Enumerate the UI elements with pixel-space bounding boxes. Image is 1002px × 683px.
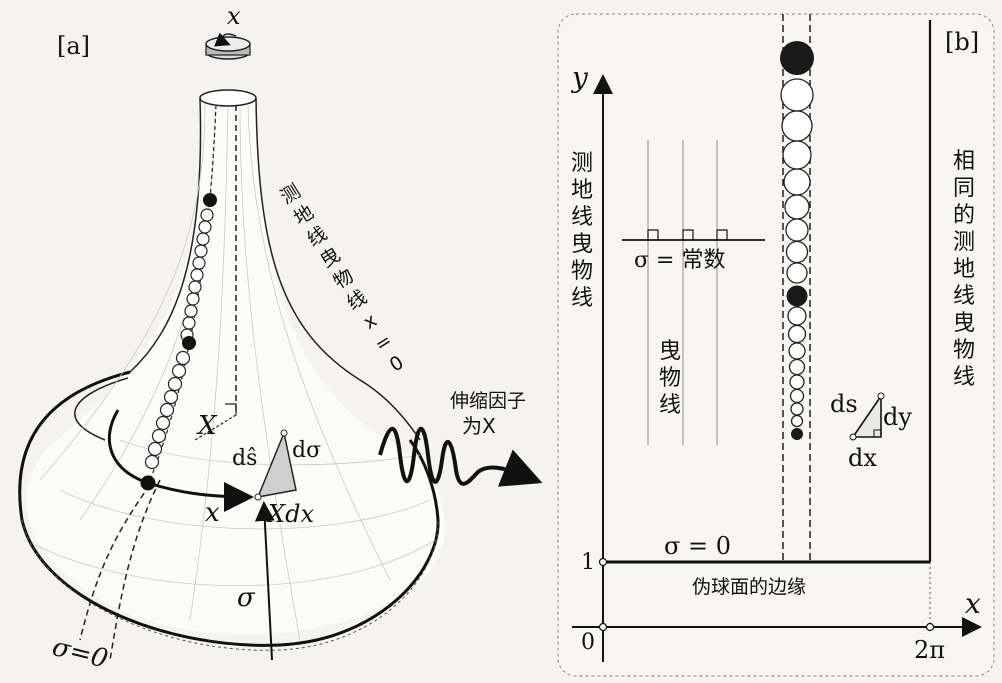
tick-two-pi: 2π	[914, 636, 946, 664]
sigma-const-label: σ = 常数	[634, 248, 726, 273]
sigma-arrow	[254, 501, 275, 661]
left-silhouette	[129, 97, 202, 373]
sigma-label: σ	[237, 583, 255, 613]
right-silhouette	[255, 97, 421, 441]
panel-a-label: [a]	[57, 32, 91, 60]
sigma-zero-label-b: σ = 0	[664, 532, 732, 560]
geodesic-circle-chain	[144, 208, 214, 470]
tick-one: 1	[581, 550, 595, 575]
scale-factor-label-2: 为X	[462, 414, 496, 438]
panel-b-label: [b]	[945, 28, 980, 56]
strip-circle-chain	[780, 78, 814, 428]
top-cap	[199, 89, 257, 107]
panel-b-frame	[557, 13, 995, 677]
pseudosphere	[18, 32, 446, 661]
infinitesimal-triangle-b	[849, 392, 885, 441]
ds-label-b: ds	[830, 390, 858, 418]
Xdx-label: Xdx	[268, 500, 314, 528]
infinitesimal-triangle-a	[254, 429, 297, 501]
scale-factor-label: 伸缩因子	[450, 390, 527, 412]
dx-label-b: dx	[848, 444, 877, 472]
x-circle-arrow	[107, 409, 254, 512]
strip-dot-middle	[786, 285, 808, 307]
rotation-axis-label: x	[227, 2, 241, 30]
panel-b	[572, 14, 982, 662]
strip-dot-bottom	[791, 428, 803, 440]
X-label: X	[198, 411, 217, 441]
ds-hat-label: dŝ	[232, 446, 258, 471]
right-vertical-text: 相同的测地线曳物线	[952, 149, 975, 390]
dsigma-label: dσ	[292, 438, 322, 463]
outer-rim	[18, 370, 440, 647]
wavy-arrow	[378, 427, 543, 487]
geodesic-dot-middle	[182, 336, 196, 350]
x-arrow-label: x	[205, 498, 220, 528]
strip-dot-top	[780, 41, 814, 75]
geodesic-dot-top	[203, 193, 217, 207]
tick-zero: 0	[581, 630, 595, 655]
boundary-label: 伪球面的边缘	[692, 576, 807, 598]
rotation-indicator	[205, 32, 251, 60]
y-axis-label: y	[572, 61, 588, 94]
tractrix-text: 曳物线	[658, 339, 681, 418]
left-vertical-text: 测地线曳物线	[570, 151, 593, 311]
dy-label-b: dy	[883, 403, 912, 431]
x-axis-label: x	[965, 587, 981, 620]
